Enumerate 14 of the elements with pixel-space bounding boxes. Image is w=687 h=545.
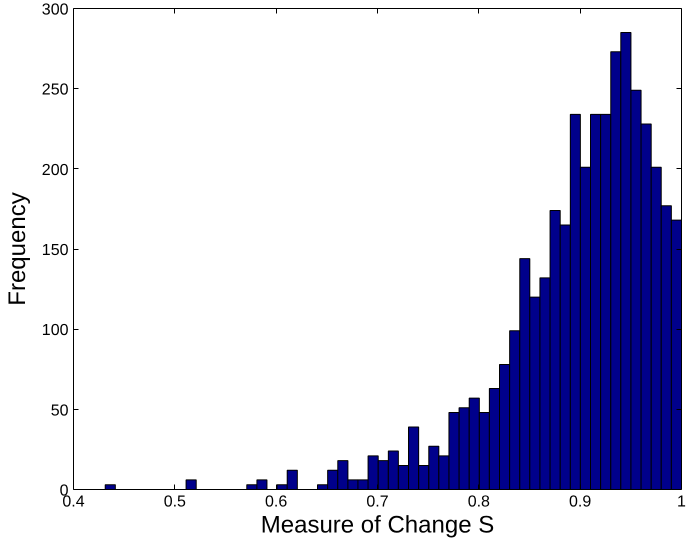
y-tick-label: 300 — [42, 2, 69, 18]
y-tick-label: 200 — [42, 162, 69, 179]
x-tick-label: 0.5 — [164, 494, 186, 510]
x-axis-title: Measure of Change S — [260, 512, 494, 538]
x-tick-label: 0.7 — [366, 494, 389, 510]
y-tick-label: 50 — [50, 402, 69, 420]
x-tick-label: 0.6 — [265, 494, 288, 510]
x-tick-label: 0.8 — [468, 494, 490, 510]
x-tick-label: 1 — [677, 494, 686, 510]
y-axis-title: Frequency — [4, 192, 31, 306]
x-tick-label: 0.9 — [569, 494, 592, 510]
y-tick-label: 150 — [42, 242, 69, 259]
y-tick-label: 250 — [42, 82, 69, 99]
y-tick-label: 100 — [42, 322, 69, 340]
